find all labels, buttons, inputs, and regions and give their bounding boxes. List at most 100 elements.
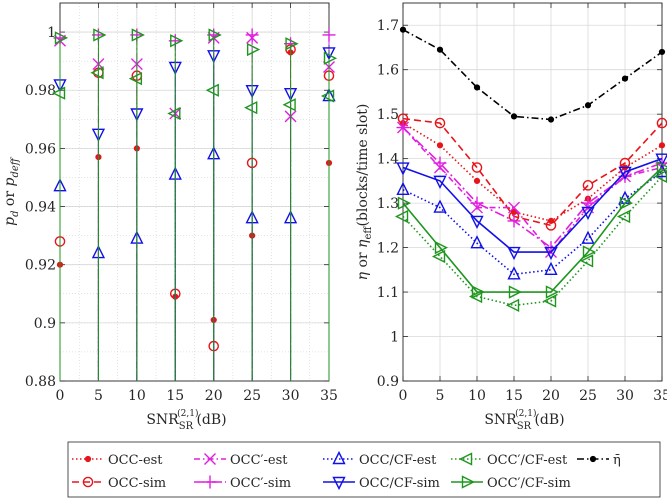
point-occprime-cf-est xyxy=(542,294,557,308)
legend-item-occ-cf-sim: OCC/CF-sim xyxy=(323,476,440,491)
legend-label: OCC/CF-sim xyxy=(359,476,440,491)
legend-item-occprime-cf-sim: OCC′/CF-sim xyxy=(451,475,571,491)
x-tick-label: 30 xyxy=(282,388,300,404)
x-axis-label: SNRSR(2,1)(dB) xyxy=(146,408,226,432)
point-occprime-sim xyxy=(396,121,410,135)
point-occprime-cf-est xyxy=(320,89,335,103)
point-occprime-cf-est xyxy=(167,106,181,121)
legend-marker xyxy=(589,455,597,463)
y-tick-label: 0.88 xyxy=(25,374,56,390)
y-tick-label: 1.3 xyxy=(377,196,399,212)
point-occprime-sim xyxy=(245,28,259,42)
point-occprime-cf-sim xyxy=(545,285,560,299)
y-tick-label: 0.9 xyxy=(34,316,56,332)
series-occ-cf-est xyxy=(396,163,667,280)
y-tick-label: 0.98 xyxy=(25,83,56,99)
point-occ-sim xyxy=(471,162,483,173)
point-occprime-cf-sim xyxy=(508,285,523,299)
point-occprime-cf-sim xyxy=(397,196,412,210)
series-line-occprime-sim xyxy=(402,126,663,249)
point-occprime-cf-sim xyxy=(246,42,261,57)
point-occprime-cf-est xyxy=(616,209,631,224)
point-occ-sim xyxy=(582,180,594,191)
series-line-occprime-cf-sim xyxy=(402,166,663,293)
point-occprime-cf-sim xyxy=(471,285,486,299)
y-tick-label: 1.7 xyxy=(377,18,399,34)
x-tick-label: 5 xyxy=(436,388,445,404)
legend-marker xyxy=(204,453,216,465)
x-tick-label: 10 xyxy=(128,388,146,404)
point-occprime-sim xyxy=(322,28,336,42)
series-line-occ-sim xyxy=(402,117,663,227)
legend-marker xyxy=(82,476,94,488)
point-occprime-est xyxy=(508,201,520,214)
legend-item-occ-cf-est: OCC/CF-est xyxy=(323,450,437,468)
y-tick-label: 0.92 xyxy=(25,258,56,274)
x-tick-label: 0 xyxy=(56,388,65,404)
x-tick-label: 25 xyxy=(243,388,261,404)
point-occ-cf-est xyxy=(544,261,558,276)
legend-item-occprime-est: OCC′-est xyxy=(194,453,288,468)
point-occprime-cf-sim xyxy=(656,160,667,175)
point-occ-est xyxy=(436,142,444,149)
legend-marker xyxy=(458,452,473,466)
x-tick-label: 25 xyxy=(579,388,597,404)
legend-marker xyxy=(461,475,476,489)
point-eta-bar xyxy=(584,102,592,109)
point-occprime-cf-est xyxy=(282,98,296,112)
point-eta-bar xyxy=(473,84,481,91)
legend-label: OCC′-sim xyxy=(230,476,291,491)
point-occ-est xyxy=(473,177,481,184)
point-occ-cf-est xyxy=(581,230,595,244)
point-occprime-cf-sim xyxy=(323,51,338,65)
x-tick-label: 0 xyxy=(399,388,408,404)
y-tick-label: 1 xyxy=(390,330,399,346)
x-tick-label: 15 xyxy=(505,388,523,404)
legend-item-occ-sim: OCC-sim xyxy=(72,476,166,491)
point-occ-sim xyxy=(434,117,446,129)
point-occprime-cf-est xyxy=(90,66,104,80)
point-occprime-cf-est xyxy=(431,249,446,264)
x-tick-label: 15 xyxy=(166,388,184,404)
y-axis-label: η or ηeff(blocks/time slot) xyxy=(355,104,374,281)
point-occprime-cf-sim xyxy=(208,28,222,42)
point-occ-sim xyxy=(545,220,557,231)
point-occ-cf-sim xyxy=(470,215,484,229)
point-occprime-sim xyxy=(470,196,484,210)
point-occ-cf-sim xyxy=(433,175,447,189)
y-axis-label: pd or pdeff xyxy=(2,156,21,226)
y-tick-label: 1.1 xyxy=(377,285,399,301)
point-occprime-cf-est xyxy=(468,289,483,304)
series-group xyxy=(51,28,338,381)
x-axis-label: SNRSR(2,1)(dB) xyxy=(484,408,564,432)
y-tick-label: 1.5 xyxy=(377,107,399,123)
y-tick-label: 1 xyxy=(47,25,56,41)
point-occ-cf-sim xyxy=(396,162,410,176)
point-occprime-cf-sim xyxy=(434,240,449,255)
plot-area xyxy=(403,3,662,381)
series-line-occ-est xyxy=(402,122,663,222)
x-tick-label: 35 xyxy=(653,388,667,404)
axes-box xyxy=(402,2,663,382)
y-tick-label: 1.4 xyxy=(377,152,399,168)
point-occprime-sim xyxy=(507,214,521,228)
point-occprime-cf-est xyxy=(579,254,594,268)
point-occprime-cf-sim xyxy=(582,245,597,259)
point-occprime-cf-est xyxy=(244,101,258,115)
point-occ-cf-sim xyxy=(544,246,558,261)
legend-marker xyxy=(332,476,346,491)
series-occ-cf-sim xyxy=(396,153,667,261)
legend-item-occprime-sim: OCC′-sim xyxy=(194,475,291,491)
legend-box xyxy=(67,441,661,498)
point-eta-bar xyxy=(399,26,407,33)
legend-label: OCC-sim xyxy=(108,476,166,491)
point-eta-bar xyxy=(547,116,555,123)
point-occ-cf-sim xyxy=(618,166,632,181)
point-occ-cf-est xyxy=(507,266,521,280)
point-eta-bar xyxy=(436,46,444,53)
point-occprime-cf-sim xyxy=(170,34,184,48)
point-occ-cf-est xyxy=(433,199,447,213)
point-occprime-cf-sim xyxy=(131,28,145,42)
